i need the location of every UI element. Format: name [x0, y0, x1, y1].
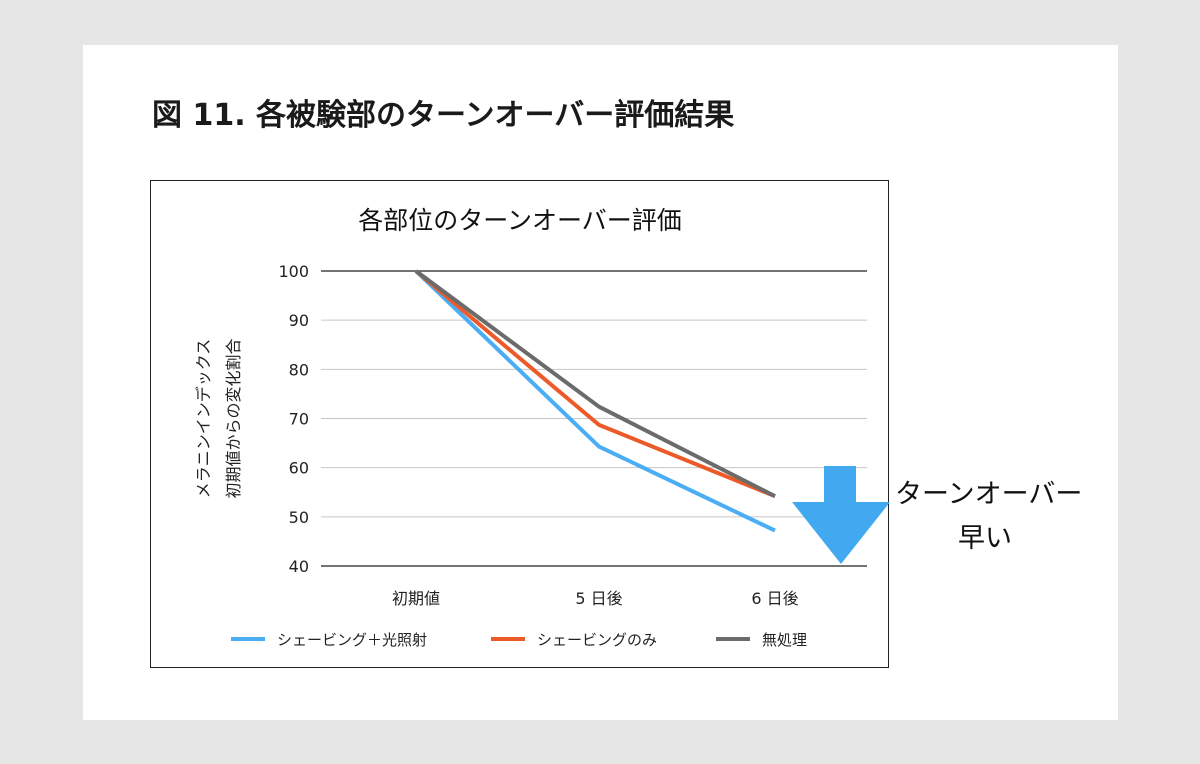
- legend-label-1: シェービング＋光照射: [277, 631, 427, 649]
- x-tick-label: 5 日後: [575, 589, 622, 608]
- down-arrow-icon: [792, 466, 890, 564]
- turnover-annotation: ターンオーバー 早い: [895, 473, 1095, 561]
- y-tick-label: 70: [289, 410, 309, 429]
- series-line-2: [414, 269, 776, 499]
- legend-label-2: シェービングのみ: [537, 631, 657, 649]
- annotation-line1: ターンオーバー: [895, 479, 1083, 510]
- series-line-1: [414, 269, 776, 533]
- chart-title: 各部位のターンオーバー評価: [358, 206, 682, 235]
- y-tick-label: 90: [289, 311, 309, 330]
- x-tick-label: 6 日後: [751, 589, 798, 608]
- y-tick-label: 40: [289, 557, 309, 576]
- y-tick-label: 60: [289, 459, 309, 478]
- y-tick-label: 100: [278, 262, 309, 281]
- annotation-line2: 早い: [958, 523, 1012, 554]
- y-axis-label-line1: メラニンインデックス: [194, 339, 213, 499]
- y-tick-label: 50: [289, 508, 309, 527]
- y-axis-label-line2: 初期値からの変化割合: [224, 338, 243, 498]
- series-line-3: [414, 269, 776, 498]
- figure-title: 図 11. 各被験部のターンオーバー評価結果: [152, 98, 735, 133]
- chart-container: 各部位のターンオーバー評価 40 50 60 70 80 90 100 メラニンインデックス 初期…: [150, 180, 889, 668]
- y-tick-label: 80: [289, 360, 309, 379]
- legend-label-3: 無処理: [762, 631, 807, 649]
- x-tick-label: 初期値: [392, 589, 440, 608]
